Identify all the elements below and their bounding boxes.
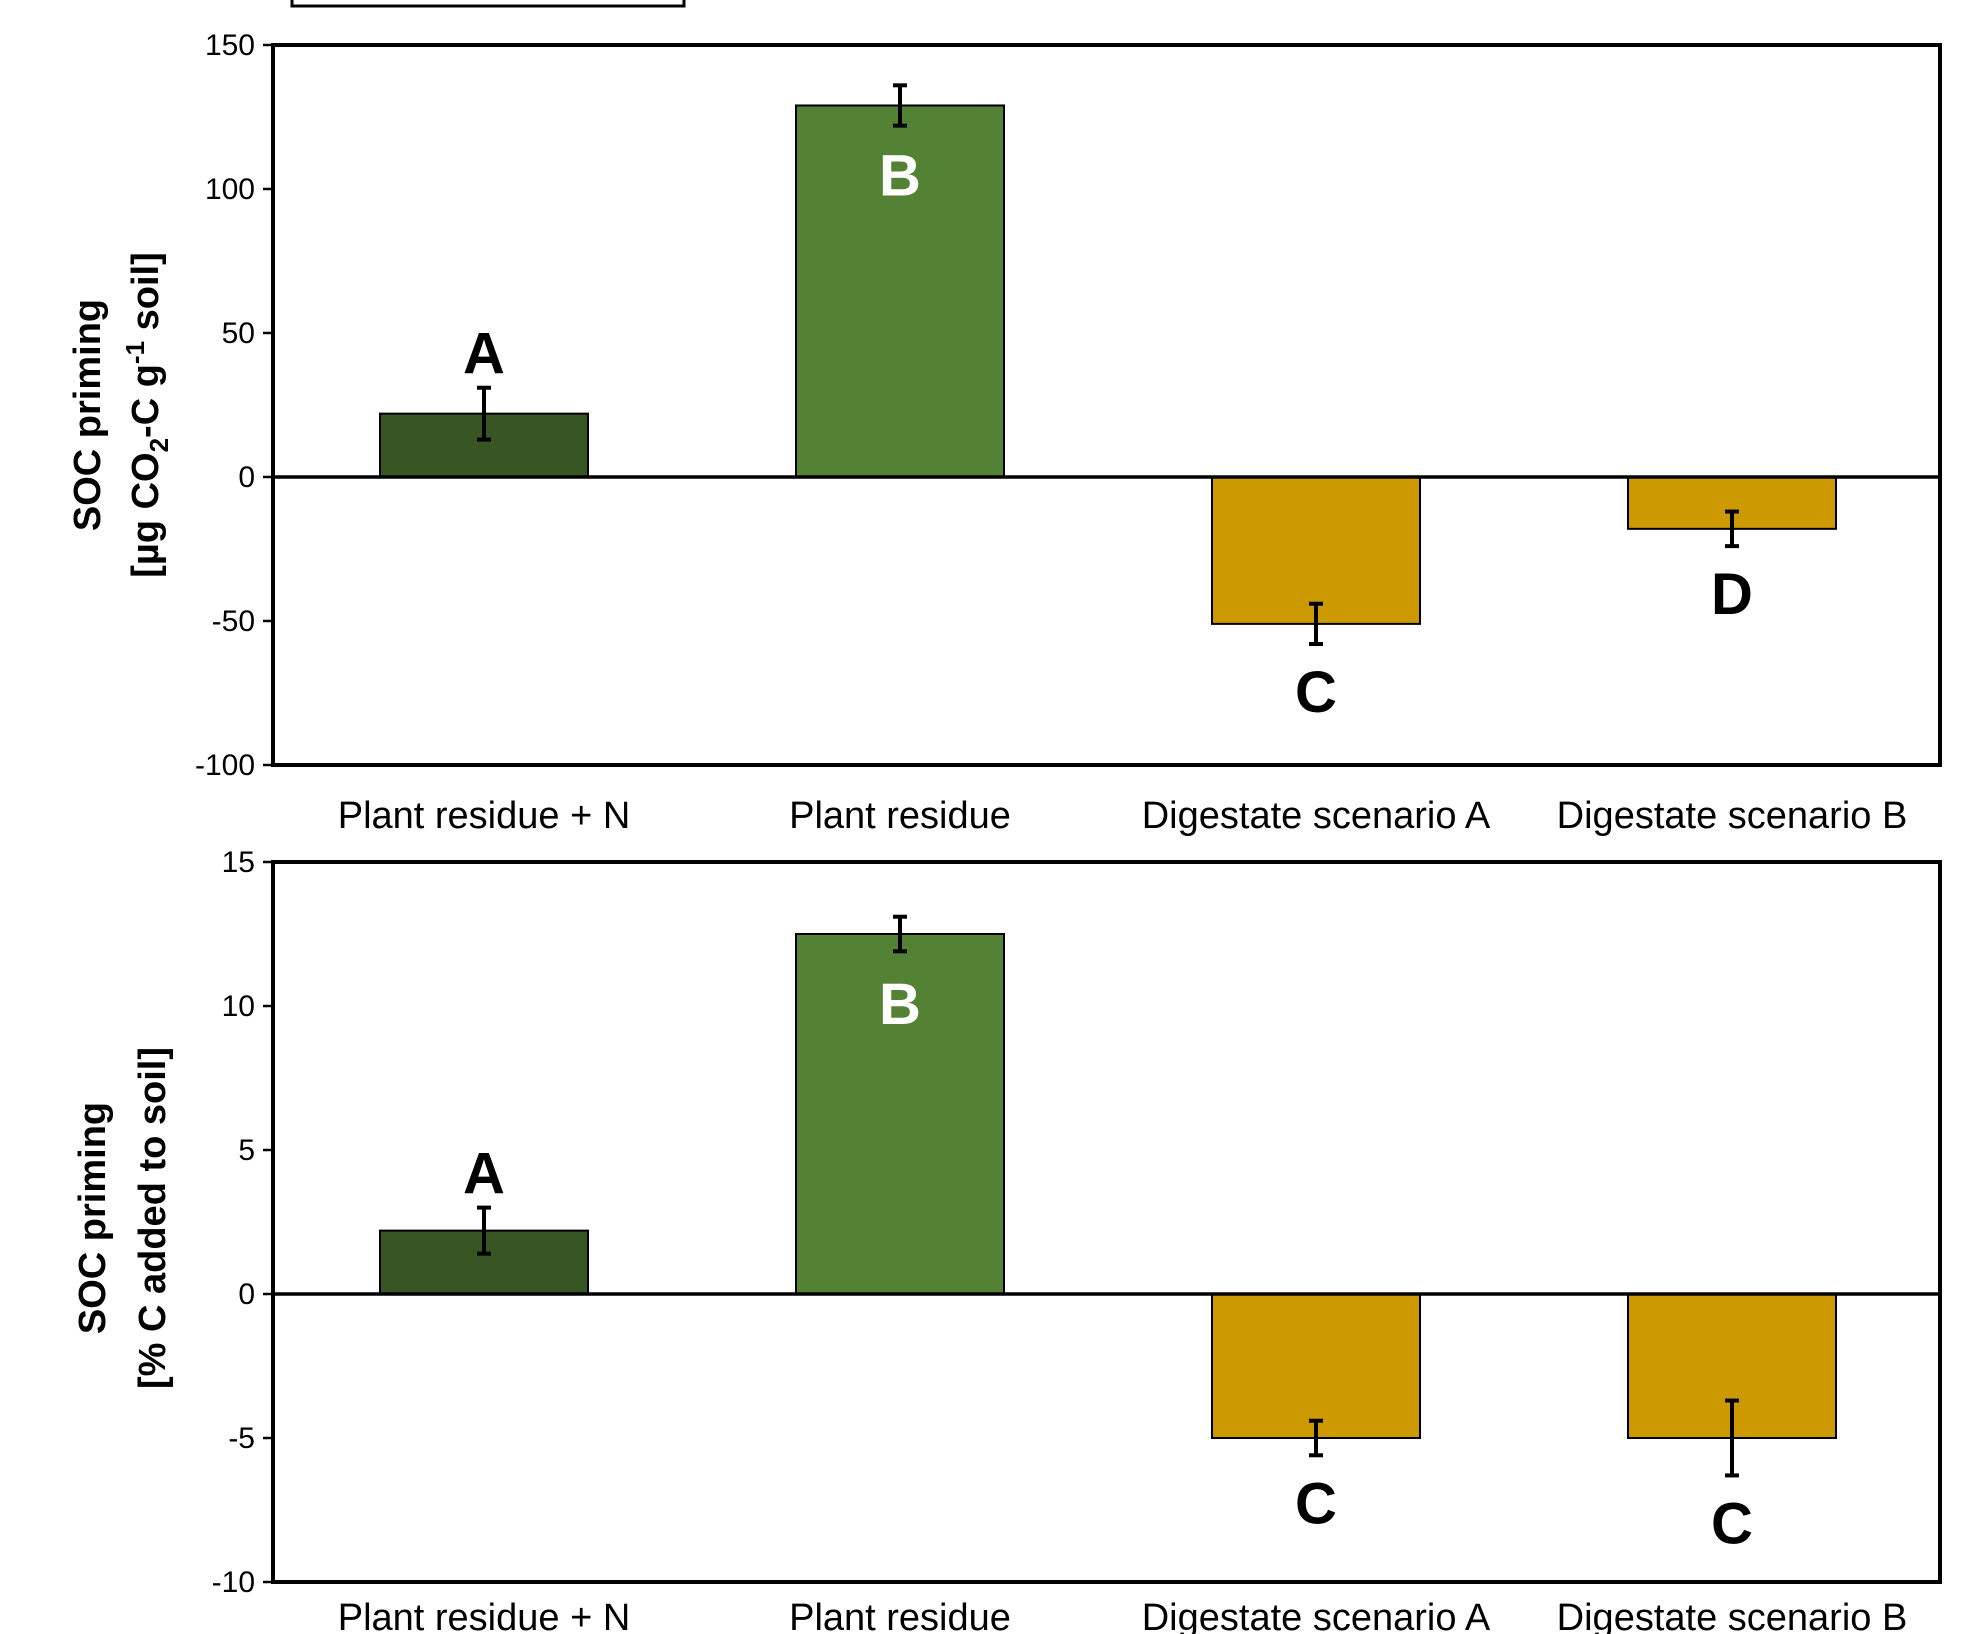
x-category-label: Plant residue + N	[338, 795, 631, 837]
y-tick-label: -50	[212, 605, 255, 638]
y-tick-label: 0	[238, 1278, 255, 1311]
y-tick-label: 100	[205, 173, 255, 206]
error-bar-4	[1725, 1398, 1739, 1478]
error-bar-3	[1309, 1418, 1323, 1458]
y-tick-label: 5	[238, 1134, 255, 1167]
error-bar-3	[1309, 601, 1323, 647]
x-category-label: Digestate scenario B	[1557, 1597, 1908, 1634]
significance-letter-2: B	[879, 972, 921, 1037]
chart-top: SOC priming [µg CO2-C g-1 soil] A B C D -100…	[67, 29, 1942, 837]
error-bar-1	[477, 385, 491, 442]
error-bar-1	[477, 1205, 491, 1256]
legend-remnant	[290, 0, 686, 8]
chart-bottom: SOC priming [% C added to soil] A B C C -10 -…	[72, 846, 1942, 1634]
y-axis-title-top-line2: [µg CO2-C g-1 soil]	[120, 252, 174, 577]
error-bar-2	[893, 914, 907, 954]
error-bar-4	[1725, 509, 1739, 549]
significance-letter-1: A	[463, 322, 505, 387]
x-category-label: Digestate scenario A	[1142, 795, 1491, 837]
significance-letter-4: C	[1711, 1491, 1753, 1556]
x-category-label: Plant residue	[789, 1597, 1011, 1634]
significance-letter-3: C	[1295, 1471, 1337, 1536]
y-tick-label: 15	[222, 846, 255, 879]
y-tick-label: 50	[222, 317, 255, 350]
y-axis-title-bottom-line2: [% C added to soil]	[132, 1047, 174, 1389]
plot-frame	[271, 43, 1942, 767]
y-axis-title-bottom-line1: SOC priming	[72, 1102, 114, 1334]
significance-letter-4: D	[1711, 562, 1753, 627]
bar-3	[1211, 1293, 1421, 1439]
y-tick-label: -10	[212, 1566, 255, 1599]
x-category-label: Digestate scenario A	[1142, 1597, 1491, 1634]
y-tick-label: 150	[205, 29, 255, 62]
significance-letter-3: C	[1295, 660, 1337, 725]
bar-2	[795, 104, 1005, 478]
y-tick-label: -100	[195, 749, 255, 782]
y-tick-label: 0	[238, 461, 255, 494]
y-tick-label: 10	[222, 990, 255, 1023]
plot-frame	[271, 860, 1942, 1584]
y-tick-label: -5	[228, 1422, 255, 1455]
significance-letter-1: A	[463, 1142, 505, 1207]
x-category-label: Plant residue	[789, 795, 1011, 837]
x-category-label: Digestate scenario B	[1557, 795, 1908, 837]
x-category-label: Plant residue + N	[338, 1597, 631, 1634]
significance-letter-2: B	[879, 143, 921, 208]
error-bar-2	[893, 83, 907, 128]
y-axis-title-top-line1: SOC priming	[67, 299, 109, 531]
